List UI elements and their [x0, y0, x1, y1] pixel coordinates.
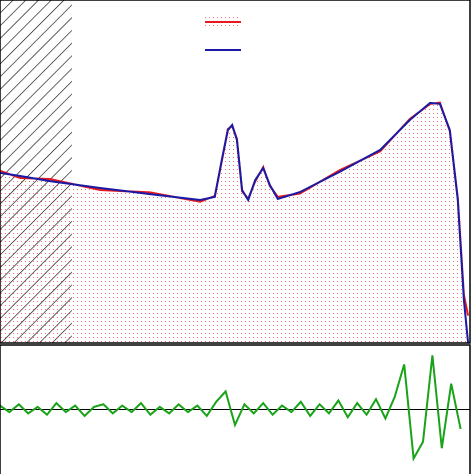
lower-frame [0, 344, 471, 474]
legend [205, 15, 241, 51]
series-area [0, 102, 469, 343]
series-line [0, 355, 462, 462]
upper-frame [0, 0, 471, 344]
series-line [0, 101, 470, 344]
plot-layer [0, 0, 470, 462]
